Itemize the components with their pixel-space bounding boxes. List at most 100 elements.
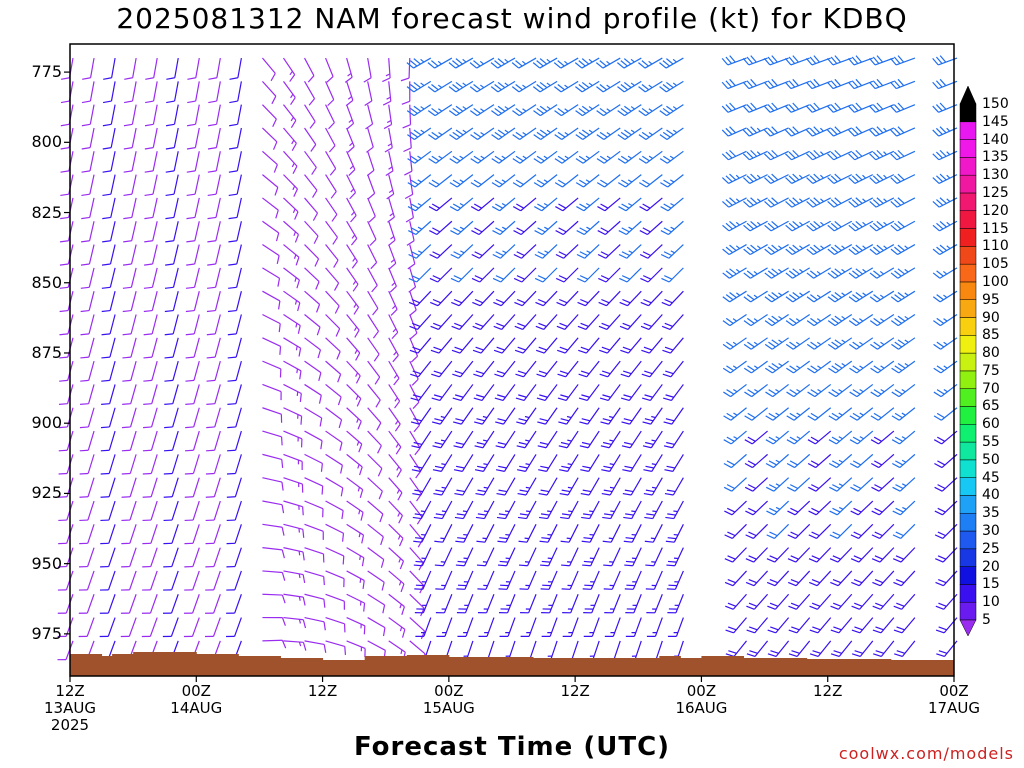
wind-barb — [304, 500, 324, 518]
wind-barb — [830, 640, 853, 658]
wind-barb — [262, 639, 287, 649]
wind-barb — [722, 267, 747, 279]
wind-barb — [619, 267, 642, 283]
wind-barb — [722, 313, 747, 327]
wind-barb — [555, 244, 579, 259]
wind-barb — [596, 80, 621, 93]
wind-barb — [618, 197, 642, 212]
wind-barb — [597, 244, 621, 259]
wind-barb — [533, 174, 558, 188]
wind-barb — [99, 617, 116, 638]
wind-barb — [404, 151, 413, 176]
wind-barb — [262, 570, 286, 581]
wind-barb — [520, 617, 537, 638]
wind-barb — [599, 360, 621, 378]
wind-barb — [475, 500, 495, 520]
wind-barb — [537, 407, 558, 425]
wind-barb — [407, 174, 432, 188]
wind-barb — [388, 547, 405, 570]
wind-barb — [451, 290, 474, 307]
wind-barb — [575, 80, 600, 93]
wind-barb — [142, 547, 158, 568]
wind-barb — [605, 640, 621, 661]
wind-barb — [81, 127, 95, 150]
wind-barb — [520, 594, 537, 614]
wind-barb — [540, 570, 558, 590]
wind-barb — [490, 57, 516, 69]
wind-barb — [79, 547, 95, 568]
wind-barb — [869, 197, 895, 208]
wind-barb — [457, 617, 474, 638]
wind-barb — [262, 290, 281, 310]
wind-barb — [723, 453, 747, 469]
wind-barb — [869, 149, 895, 161]
wind-barb — [743, 267, 768, 279]
wind-barb — [601, 454, 621, 472]
wind-barb — [532, 57, 558, 69]
wind-barb — [621, 407, 642, 425]
wind-barb — [765, 430, 790, 445]
wind-barb — [805, 102, 831, 113]
wind-barb — [122, 244, 137, 266]
colorbar-swatch — [959, 299, 977, 318]
wind-barb — [512, 127, 537, 140]
wind-barb — [767, 593, 790, 610]
wind-barb — [890, 149, 916, 161]
wind-barb — [58, 430, 74, 452]
wind-barb — [641, 384, 663, 402]
wind-barb — [872, 570, 895, 587]
wind-barb — [786, 430, 811, 445]
wind-barb — [304, 360, 322, 382]
wind-barb — [388, 314, 399, 340]
wind-barb — [122, 360, 137, 382]
wind-barb — [599, 384, 621, 402]
credit-link[interactable]: coolwx.com/models — [838, 744, 1014, 763]
wind-barb — [166, 57, 179, 80]
wind-barb — [346, 314, 360, 338]
wind-barb — [559, 477, 579, 496]
wind-barb — [848, 313, 874, 327]
wind-barb — [409, 477, 422, 502]
wind-barb — [262, 127, 278, 150]
wind-barb — [872, 593, 895, 610]
wind-barb — [809, 570, 832, 587]
wind-barb — [598, 290, 621, 307]
wind-barb — [449, 150, 474, 164]
x-tick-label-line: 12Z — [307, 682, 338, 700]
wind-barb — [597, 220, 621, 236]
wind-barb — [871, 500, 895, 516]
wind-barb — [144, 127, 158, 150]
wind-barb — [123, 197, 137, 220]
wind-barb — [452, 360, 474, 378]
x-tick-label: 12Z — [535, 683, 615, 734]
wind-barb — [163, 524, 179, 545]
y-tick-label: 875 — [31, 342, 62, 362]
terrain-segment — [448, 657, 534, 676]
wind-barb — [785, 173, 810, 184]
wind-barb — [806, 337, 832, 350]
wind-barb — [431, 407, 453, 425]
wind-barb — [724, 547, 747, 563]
wind-barb — [869, 244, 895, 256]
wind-barb — [403, 127, 412, 153]
wind-barb — [227, 314, 242, 336]
wind-barb — [848, 78, 874, 90]
wind-barb — [766, 570, 790, 587]
terrain-segment — [890, 660, 955, 676]
wind-barb — [512, 150, 537, 164]
wind-barb — [555, 197, 579, 212]
wind-barb — [763, 78, 789, 90]
wind-barb — [872, 617, 895, 634]
wind-barb — [448, 80, 474, 93]
wind-barb — [512, 104, 537, 117]
wind-barb — [206, 360, 221, 382]
wind-barb — [869, 102, 895, 113]
wind-barb — [405, 197, 414, 223]
wind-barb — [283, 337, 302, 357]
colorbar-label: 50 — [982, 451, 1000, 468]
wind-barb — [409, 407, 421, 433]
wind-barb — [582, 570, 600, 590]
wind-barb — [891, 430, 916, 445]
wind-barb — [283, 313, 301, 334]
